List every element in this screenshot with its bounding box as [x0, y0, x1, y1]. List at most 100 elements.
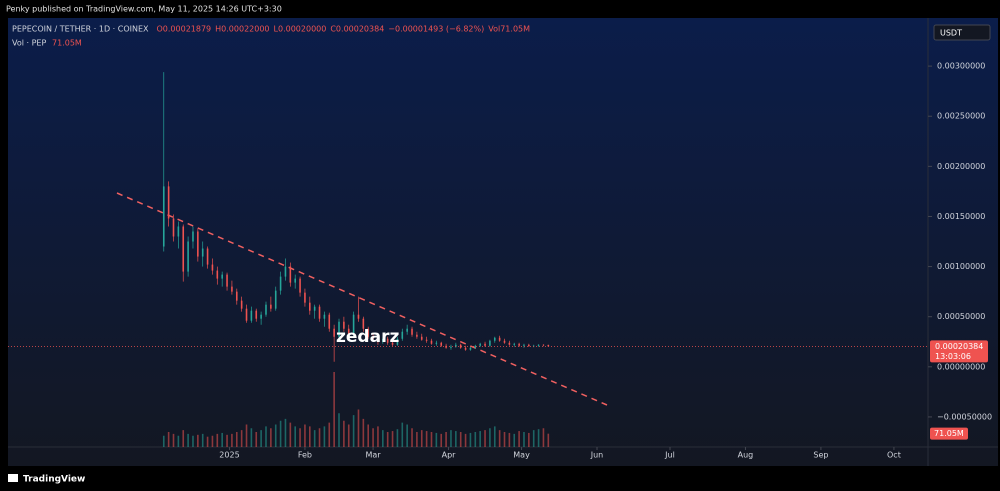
candle-body	[201, 248, 204, 257]
candle-body	[162, 186, 165, 247]
candle-body	[216, 270, 219, 279]
x-tick-label: Sep	[813, 451, 828, 460]
candle-body	[518, 343, 520, 346]
candle-body	[338, 321, 340, 337]
candle-body	[304, 292, 306, 303]
legend-item: O0.00021879	[157, 25, 212, 34]
candle-body	[542, 344, 545, 346]
currency-box[interactable]	[933, 24, 991, 41]
candle-body	[197, 231, 199, 257]
candle-body	[430, 340, 433, 344]
candle-body	[484, 343, 486, 346]
candle-body	[299, 278, 301, 293]
legend-volume-value: 71.05M	[52, 39, 82, 48]
y-tick-label: 0.00050000	[937, 312, 985, 321]
volume-tag	[930, 427, 968, 440]
last-price-label: 0.00020384	[935, 342, 983, 351]
candle-body	[425, 339, 428, 341]
legend-item: H0.00022000	[215, 25, 269, 34]
candle-body	[177, 226, 180, 237]
candle-body	[391, 342, 394, 345]
x-tick-label: Jul	[664, 451, 675, 460]
candle-body	[167, 186, 170, 219]
candle-body	[489, 340, 491, 346]
candle-body	[250, 310, 253, 321]
candle-body	[382, 338, 384, 342]
candle-body	[455, 344, 457, 347]
y-tick-label: 0.00300000	[937, 62, 985, 71]
candle-body	[328, 314, 331, 329]
candle-body	[270, 304, 272, 309]
chart-background	[8, 18, 998, 466]
x-tick-label: May	[513, 451, 530, 460]
candle-body	[372, 336, 374, 339]
candle-body	[523, 344, 525, 346]
candle-body	[367, 328, 370, 337]
candle-body	[294, 278, 296, 283]
brand: TradingView	[8, 474, 85, 485]
y-tick-label: 0.00250000	[937, 112, 985, 121]
candle-body	[386, 338, 389, 343]
candle-body	[231, 286, 233, 292]
legend-symbol: PEPECOIN / TETHER · 1D · COINEX	[12, 25, 149, 34]
candle-body	[513, 343, 516, 345]
x-tick-label: Apr	[442, 451, 457, 460]
candle-body	[440, 342, 443, 346]
y-tick-label: 0.00100000	[937, 262, 985, 271]
plot	[162, 72, 550, 447]
brand-name: TradingView	[23, 475, 85, 485]
x-tick-label: 2025	[219, 451, 239, 460]
watermark: zedarz	[336, 327, 399, 347]
candle-body	[284, 266, 287, 277]
legend-volume: Vol · PEP	[12, 39, 46, 48]
candle-body	[343, 321, 345, 329]
candle-body	[245, 308, 248, 321]
candle-body	[260, 314, 262, 319]
brand-logo	[8, 474, 18, 482]
candle-body	[420, 336, 423, 340]
countdown: 13:03:06	[935, 352, 971, 361]
candle-body	[503, 340, 506, 343]
candle-body	[479, 343, 481, 346]
candle-body	[235, 291, 238, 301]
candle-body	[274, 290, 277, 309]
y-tick-label: 0.00000000	[937, 362, 985, 371]
candle-body	[226, 274, 228, 287]
candle-body	[469, 347, 472, 350]
candle-body	[547, 344, 550, 347]
candle-body	[464, 347, 467, 350]
candle-body	[362, 318, 365, 329]
currency: USDT	[940, 29, 962, 38]
legend-item: L0.00020000	[274, 25, 327, 34]
candle-body	[289, 266, 292, 283]
x-tick-label: Jun	[590, 451, 604, 460]
candle-body	[240, 300, 243, 309]
candle-body	[528, 344, 530, 347]
legend-item: Vol71.05M	[488, 25, 530, 34]
candle-body	[333, 328, 335, 337]
candle-body	[537, 344, 540, 346]
x-tick-label: Feb	[298, 451, 312, 460]
candle-body	[406, 328, 408, 332]
candle-body	[221, 274, 223, 279]
candle-body	[493, 337, 496, 341]
candle-body	[474, 345, 477, 348]
y-tick-label: −0.00050000	[937, 412, 992, 421]
legend-item: −0.00001493 (−6.82%)	[388, 25, 484, 34]
x-tick-label: Oct	[887, 451, 901, 460]
candle-body	[347, 328, 350, 335]
candle-body	[313, 306, 316, 311]
y-tick-label: 0.00200000	[937, 162, 985, 171]
x-tick-label: Aug	[738, 451, 754, 460]
candle-body	[318, 306, 321, 319]
candle-body	[206, 248, 209, 265]
volume-label: 71.05M	[934, 429, 964, 438]
candle-body	[323, 314, 326, 319]
candle-body	[308, 302, 311, 311]
candle-body	[192, 231, 194, 242]
candle-body	[211, 264, 214, 271]
legend-item: C0.00020384	[330, 25, 384, 34]
publisher: Penky published on TradingView.com, May …	[6, 5, 282, 14]
